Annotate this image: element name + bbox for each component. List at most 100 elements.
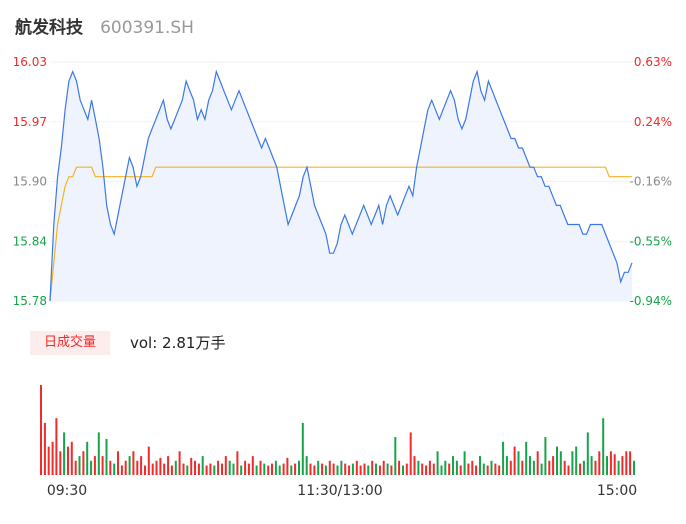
- stock-header: 航发科技 600391.SH: [15, 13, 194, 39]
- volume-bar: [255, 465, 258, 475]
- volume-bar: [448, 463, 451, 475]
- volume-bar: [113, 463, 116, 475]
- volume-bar: [402, 465, 404, 475]
- volume-bar: [55, 418, 58, 475]
- volume-bar: [332, 463, 335, 475]
- volume-tag[interactable]: 日成交量: [30, 331, 110, 355]
- volume-bar: [525, 441, 528, 475]
- volume-bar: [217, 460, 220, 475]
- volume-bar: [467, 463, 470, 475]
- volume-bar: [432, 463, 435, 475]
- x-tick-label: 09:30: [47, 483, 87, 499]
- volume-bar: [128, 456, 131, 475]
- volume-bar: [490, 460, 493, 475]
- y-tick-label: 15.84: [13, 234, 47, 248]
- volume-bar: [579, 463, 582, 475]
- x-tick-label: 15:00: [597, 483, 637, 499]
- volume-bar: [286, 457, 289, 475]
- volume-bar: [274, 460, 277, 475]
- volume-bar: [82, 451, 85, 475]
- volume-bar: [86, 441, 89, 475]
- volume-bar: [425, 465, 428, 475]
- volume-bar: [51, 441, 54, 475]
- volume-bar: [540, 463, 543, 475]
- volume-bar: [271, 463, 273, 475]
- volume-bar: [132, 451, 135, 475]
- price-area-fill: [50, 71, 632, 301]
- volume-bar: [205, 465, 208, 475]
- volume-bar: [563, 460, 566, 475]
- volume-bar: [170, 465, 173, 475]
- volume-bar: [167, 456, 170, 475]
- percent-axis-labels: 0.63% 0.24% -0.16% -0.55% -0.94%: [630, 55, 672, 308]
- volume-bar: [559, 451, 562, 475]
- volume-bar: [159, 457, 162, 475]
- average-price-line: [49, 166, 632, 302]
- volume-bar: [405, 463, 408, 475]
- volume-bar: [371, 460, 374, 475]
- volume-bar: [621, 456, 624, 475]
- y-axis-labels: 16.03 15.97 15.90 15.84 15.78: [13, 55, 47, 308]
- volume-bar: [421, 463, 424, 475]
- volume-bar: [394, 437, 397, 475]
- volume-bar: [313, 465, 316, 475]
- volume-bar: [482, 463, 485, 475]
- volume-bar: [43, 422, 46, 475]
- volume-bar: [629, 451, 632, 475]
- volume-bar: [247, 463, 250, 475]
- volume-bar: [221, 463, 223, 475]
- volume-bar: [232, 463, 235, 475]
- volume-bar: [101, 456, 104, 475]
- volume-bar: [63, 432, 66, 475]
- volume-bar: [479, 456, 481, 475]
- volume-bar: [548, 460, 551, 475]
- y-tick-label: 15.97: [13, 115, 47, 129]
- volume-bar: [536, 451, 539, 475]
- volume-bar: [317, 460, 320, 475]
- volume-bar: [459, 465, 462, 475]
- volume-bar: [351, 463, 354, 475]
- volume-bar: [155, 460, 158, 475]
- volume-bar: [278, 465, 281, 475]
- volume-bar: [475, 465, 478, 475]
- volume-bar: [382, 460, 385, 475]
- volume-bar: [74, 460, 77, 475]
- volume-bar: [494, 463, 497, 475]
- volume-bar: [413, 456, 416, 475]
- percent-tick-label: 0.24%: [634, 115, 672, 129]
- volume-bar: [594, 460, 597, 475]
- x-axis-labels: 09:30 11:30/13:00 15:00: [47, 483, 637, 499]
- volume-bar: [147, 446, 150, 475]
- volume-bar: [532, 460, 535, 475]
- volume-bar: [340, 460, 343, 475]
- volume-bar: [463, 451, 466, 475]
- volume-bar: [78, 456, 81, 475]
- volume-bar: [151, 463, 154, 475]
- volume-bar: [398, 460, 401, 475]
- volume-bar: [324, 465, 327, 475]
- volume-bar: [136, 460, 139, 475]
- price-line: [49, 69, 633, 302]
- volume-bar: [625, 451, 628, 475]
- volume-bar: [344, 463, 347, 475]
- volume-bar: [598, 451, 601, 475]
- volume-bar: [444, 460, 447, 475]
- volume-bar: [336, 465, 339, 475]
- volume-value: vol: 2.81万手: [130, 334, 226, 352]
- volume-bar: [505, 456, 508, 475]
- volume-bar: [552, 456, 555, 475]
- volume-bar: [417, 460, 420, 475]
- volume-bar: [144, 465, 146, 475]
- volume-bar: [224, 456, 227, 475]
- volume-bar: [571, 451, 574, 475]
- volume-bar: [124, 460, 127, 475]
- volume-bar: [586, 432, 589, 475]
- volume-bar: [633, 460, 635, 475]
- volume-bars: [40, 385, 635, 475]
- volume-bar: [590, 456, 593, 475]
- volume-bar: [452, 456, 454, 475]
- volume-bar: [359, 465, 362, 475]
- y-tick-label: 16.03: [13, 55, 47, 69]
- volume-bar: [328, 460, 331, 475]
- volume-bar: [263, 463, 266, 475]
